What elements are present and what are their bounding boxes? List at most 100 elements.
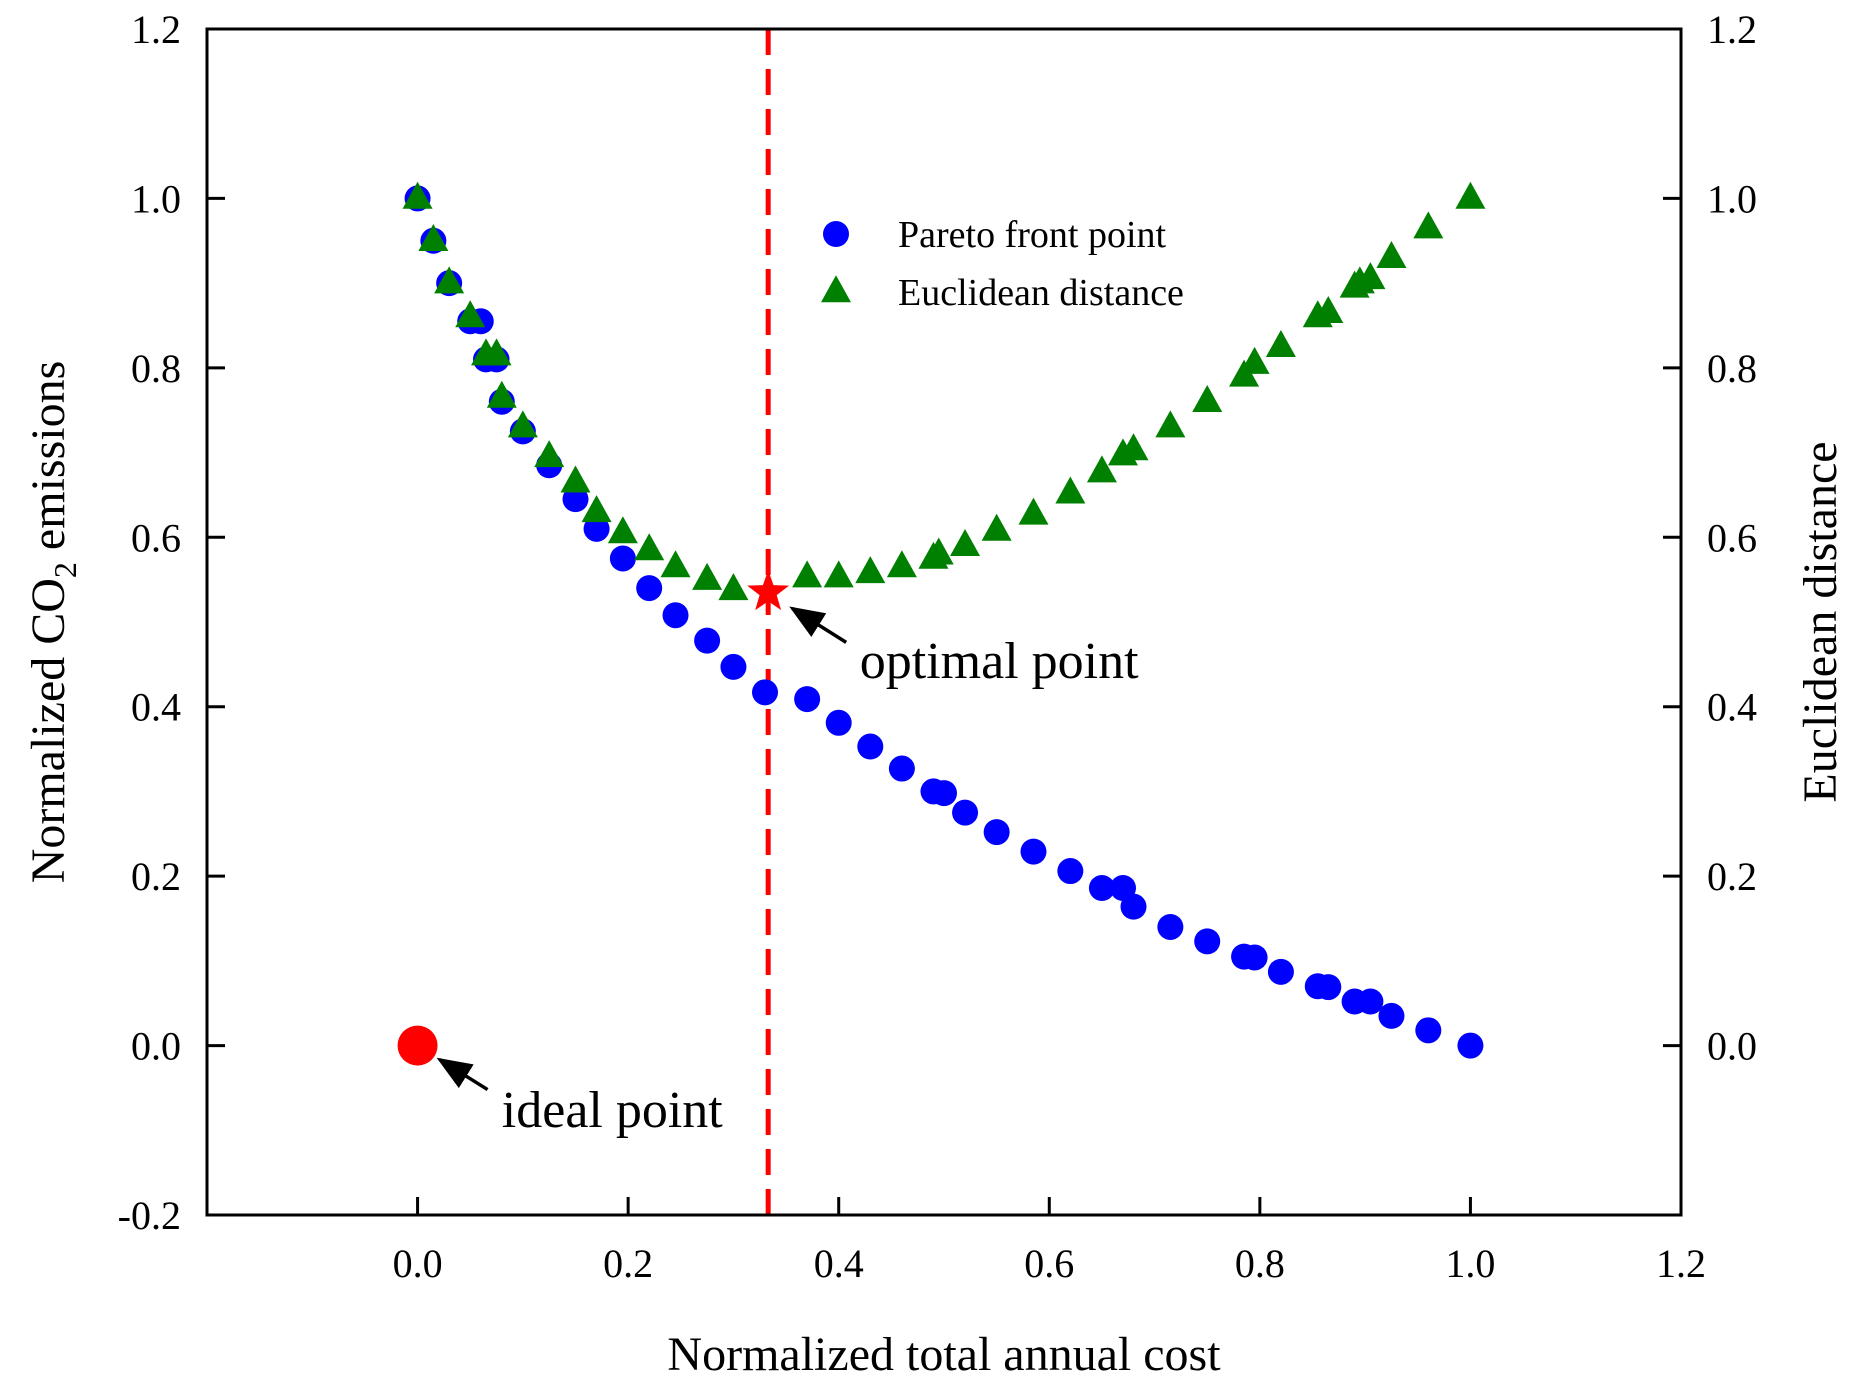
euclidean-point — [607, 516, 638, 544]
euclidean-point — [434, 266, 465, 294]
pareto-point — [931, 780, 957, 807]
euclidean-point — [1355, 262, 1386, 290]
euclidean-point — [560, 465, 591, 493]
y-axis-title-left-suffix: emissions — [22, 361, 75, 562]
euclidean-point — [1265, 329, 1296, 357]
pareto-point — [1357, 988, 1384, 1015]
pareto-point — [562, 486, 589, 513]
euclidean-point — [418, 224, 449, 252]
y-tick-label-right: 0.4 — [1707, 685, 1757, 730]
x-tick-label: 0.0 — [393, 1241, 443, 1286]
euclidean-point — [950, 529, 981, 557]
pareto-point — [857, 733, 884, 760]
y-tick-label-left: -0.2 — [118, 1193, 181, 1238]
y-tick-label-left: 0.2 — [131, 854, 181, 899]
euclidean-point — [1192, 385, 1223, 413]
y-tick-label-left: 0.0 — [131, 1024, 181, 1069]
pareto-point — [583, 515, 610, 542]
euclidean-point — [1376, 240, 1407, 268]
pareto-point — [1057, 858, 1084, 885]
euclidean-point — [1155, 410, 1186, 438]
ideal-point-arrow — [436, 1057, 489, 1092]
x-tick-label: 0.8 — [1235, 1241, 1285, 1286]
y-axis-title-left-prefix: Normalized CO — [22, 578, 75, 883]
x-tick-label: 1.0 — [1445, 1241, 1495, 1286]
euclidean-point — [534, 440, 565, 468]
pareto-point — [720, 653, 747, 680]
pareto-point — [888, 755, 915, 782]
euclidean-point — [1455, 181, 1486, 209]
legend-pareto-swatch — [823, 221, 849, 247]
pareto-point — [1457, 1032, 1484, 1059]
pareto-point — [1020, 838, 1047, 865]
y-tick-label-right: 0.8 — [1707, 346, 1757, 391]
euclidean-point — [581, 495, 612, 523]
euclidean-point — [1118, 433, 1149, 461]
optimal-point-arrow — [789, 606, 848, 644]
legend-euclid-swatch — [821, 275, 851, 303]
data-marks — [402, 181, 1486, 1059]
pareto-point — [794, 686, 821, 713]
euclidean-point — [455, 300, 486, 328]
y-tick-label-right: 0.2 — [1707, 854, 1757, 899]
y-tick-label-left: 0.6 — [131, 515, 181, 560]
euclidean-point — [1313, 296, 1344, 324]
x-tick-label: 0.4 — [814, 1241, 864, 1286]
y-tick-label-left: 1.2 — [131, 7, 181, 52]
y-tick-label-left: 0.4 — [131, 685, 181, 730]
pareto-point — [1241, 944, 1268, 971]
pareto-point — [1157, 913, 1184, 940]
euclidean-point — [692, 562, 723, 590]
pareto-point — [752, 679, 779, 706]
euclidean-point — [507, 410, 538, 438]
pareto-point — [694, 627, 721, 654]
y-tick-label-right: 0.0 — [1707, 1024, 1757, 1069]
euclidean-point — [886, 550, 917, 578]
x-tick-label: 0.2 — [603, 1241, 653, 1286]
y-axis-title-left: Normalized CO2 emissions — [22, 361, 83, 884]
euclidean-point — [923, 537, 954, 565]
y-axis-title-left-subscript: 2 — [47, 562, 83, 578]
pareto-point — [825, 709, 852, 736]
euclidean-point — [718, 573, 749, 601]
y-tick-label-left: 1.0 — [131, 176, 181, 221]
pareto-point — [1315, 974, 1342, 1001]
optimal-point-star — [747, 570, 790, 611]
legend-euclid-label: Euclidean distance — [898, 272, 1184, 314]
axis-ticks: 0.0 0.2 0.4 0.6 0.8 1.0 1.2 -0.2 0.0 0.2 0.4 0.6 0.8… — [118, 7, 1757, 1286]
pareto-point — [1088, 875, 1115, 902]
euclidean-point — [402, 181, 433, 209]
euclidean-point — [1018, 497, 1049, 525]
pareto-point — [1194, 928, 1221, 955]
euclidean-point — [1055, 476, 1086, 504]
pareto-point — [636, 575, 663, 602]
pareto-point — [609, 545, 636, 572]
legend-pareto-label: Pareto front point — [898, 214, 1167, 256]
y-tick-label-left: 0.8 — [131, 346, 181, 391]
x-axis-title: Normalized total annual cost — [667, 1328, 1221, 1381]
y-tick-label-right: 1.2 — [1707, 7, 1757, 52]
pareto-point — [952, 799, 979, 826]
euclidean-point — [481, 338, 512, 366]
y-tick-label-right: 0.6 — [1707, 515, 1757, 560]
plot-frame — [205, 27, 1683, 1217]
annotations: optimal point ideal point — [397, 570, 1139, 1139]
y-tick-label-right: 1.0 — [1707, 176, 1757, 221]
euclidean-point — [660, 550, 691, 578]
pareto-point — [1120, 893, 1147, 920]
euclidean-point — [792, 560, 823, 588]
euclidean-point — [855, 556, 886, 584]
pareto-point — [983, 819, 1010, 846]
optimal-point-label: optimal point — [860, 633, 1139, 690]
y-axis-title-right: Euclidean distance — [1794, 441, 1847, 802]
x-tick-label: 1.2 — [1656, 1241, 1706, 1286]
euclidean-point — [981, 513, 1012, 541]
ideal-point-marker — [397, 1025, 438, 1066]
pareto-point — [662, 602, 689, 629]
euclidean-point — [1239, 346, 1270, 374]
x-tick-label: 0.6 — [1024, 1241, 1074, 1286]
ideal-point-label: ideal point — [502, 1082, 724, 1139]
euclidean-point — [634, 533, 665, 561]
pareto-point — [1378, 1002, 1405, 1029]
